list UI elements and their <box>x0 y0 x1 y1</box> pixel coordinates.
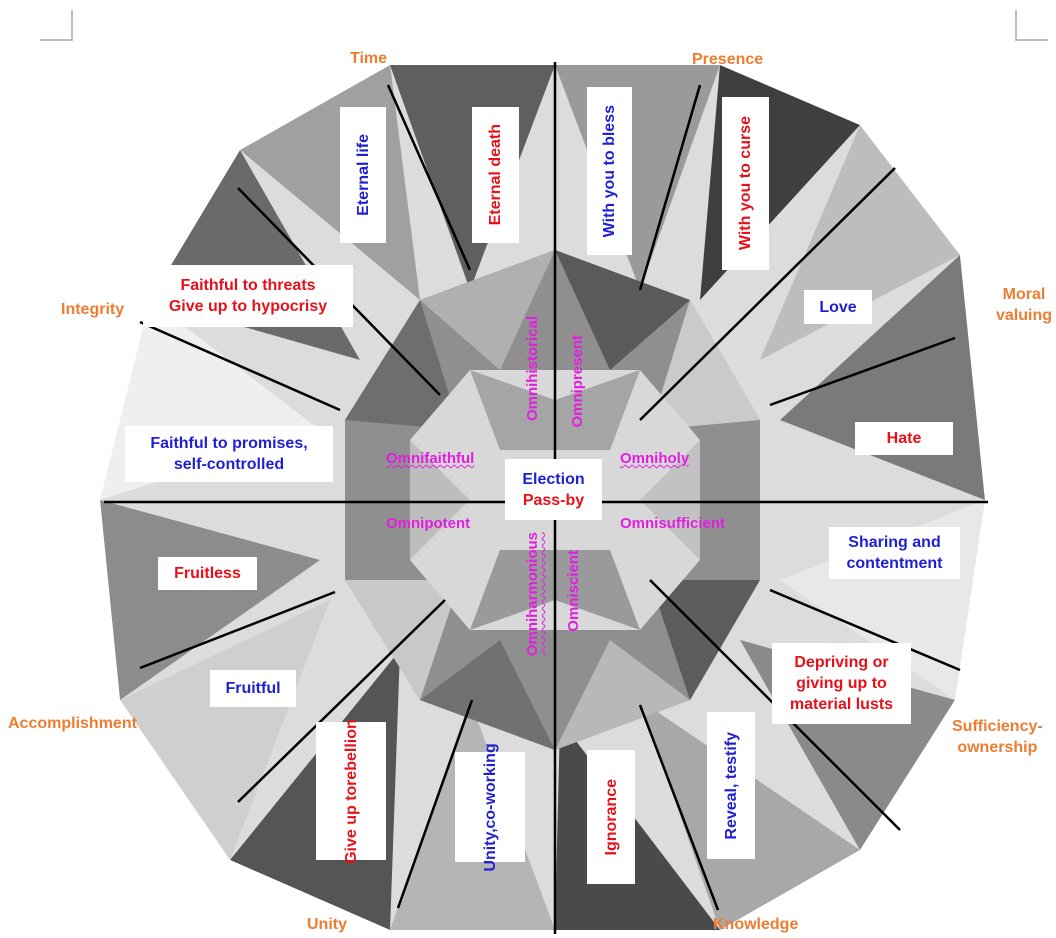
label-faithful-to-promises: Faithful to promises, self-controlled <box>125 426 333 482</box>
attribute-omnifaithful: Omnifaithful <box>386 450 474 468</box>
label-unity-line1: Unity, <box>481 828 499 872</box>
label-depriving-line1: Depriving or <box>794 654 889 671</box>
label-reveal-testify: Reveal, testify <box>707 712 755 859</box>
category-accomplishment: Accomplishment <box>8 715 137 732</box>
attribute-omniscient: Omniscient <box>565 550 582 632</box>
center-pass-by: Pass-by <box>522 491 585 509</box>
label-unity-line2: co-working <box>481 742 499 829</box>
category-sufficiency-line1: Sufficiency- <box>952 718 1043 735</box>
label-unity-co-working: Unity, co-working <box>455 743 525 871</box>
attribute-omnifaithful-text: Omnifaithful <box>386 450 475 467</box>
label-fruitful: Fruitful <box>210 670 296 707</box>
label-eternal-life: Eternal life <box>340 107 386 243</box>
category-integrity: Integrity <box>61 301 125 318</box>
attribute-omnipotent: Omnipotent <box>386 515 471 532</box>
category-presence: Presence <box>692 51 764 68</box>
label-love: Love <box>804 290 872 324</box>
category-moral-valuing: Moral valuing <box>996 284 1052 326</box>
label-faithful-to-threats: Faithful to threats Give up to hypocrisy <box>143 265 353 327</box>
label-faithful-promises-line1: Faithful to promises, <box>150 435 308 452</box>
label-depriving-line3: material lusts <box>789 696 894 713</box>
attribute-omniharmonious-text: Omniharmonious <box>524 532 541 657</box>
label-depriving-line2: giving up to <box>796 675 887 692</box>
attribute-omnisufficient: Omnisufficient <box>620 515 726 532</box>
label-hate: Hate <box>855 422 953 455</box>
attribute-omnipresent: Omnipresent <box>569 335 586 428</box>
label-eternal-death: Eternal death <box>472 107 519 243</box>
category-sufficiency-line2: ownership <box>957 739 1038 756</box>
category-time: Time <box>350 50 388 67</box>
center-election-pass-by: Election Pass-by <box>505 459 602 520</box>
corner-mark-left <box>40 10 73 41</box>
attribute-omniharmonious: Omniharmonious <box>524 532 542 656</box>
label-sharing-line2: contentment <box>846 555 943 572</box>
label-rebellion-line1: Give up to <box>342 785 360 864</box>
category-unity: Unity <box>307 916 347 933</box>
category-sufficiency-ownership: Sufficiency- ownership <box>952 716 1043 758</box>
attribute-omniholy-text: Omniholy <box>620 450 690 467</box>
label-rebellion-line2: rebellion <box>342 718 360 786</box>
label-sharing-and-contentment: Sharing and contentment <box>829 527 960 579</box>
label-sharing-line1: Sharing and <box>848 534 941 551</box>
label-faithful-threats-line1: Faithful to threats <box>180 277 316 294</box>
label-with-you-to-curse: With you to curse <box>722 97 769 270</box>
label-fruitless: Fruitless <box>158 557 257 590</box>
category-moral-line1: Moral <box>1002 286 1046 303</box>
category-knowledge: Knowledge <box>713 916 799 933</box>
label-ignorance: Ignorance <box>587 750 635 884</box>
corner-mark-right <box>1015 10 1048 41</box>
category-moral-line2: valuing <box>996 307 1053 324</box>
center-election: Election <box>522 470 585 488</box>
attribute-omnihistorical: Omnihistorical <box>524 316 541 422</box>
label-with-you-to-bless: With you to bless <box>587 87 632 255</box>
label-give-up-to-rebellion: Give up to rebellion <box>316 718 386 864</box>
label-faithful-threats-line2: Give up to hypocrisy <box>168 298 328 315</box>
label-depriving: Depriving or giving up to material lusts <box>772 643 911 724</box>
label-faithful-promises-line2: self-controlled <box>173 456 285 473</box>
attribute-omniholy: Omniholy <box>620 450 689 468</box>
